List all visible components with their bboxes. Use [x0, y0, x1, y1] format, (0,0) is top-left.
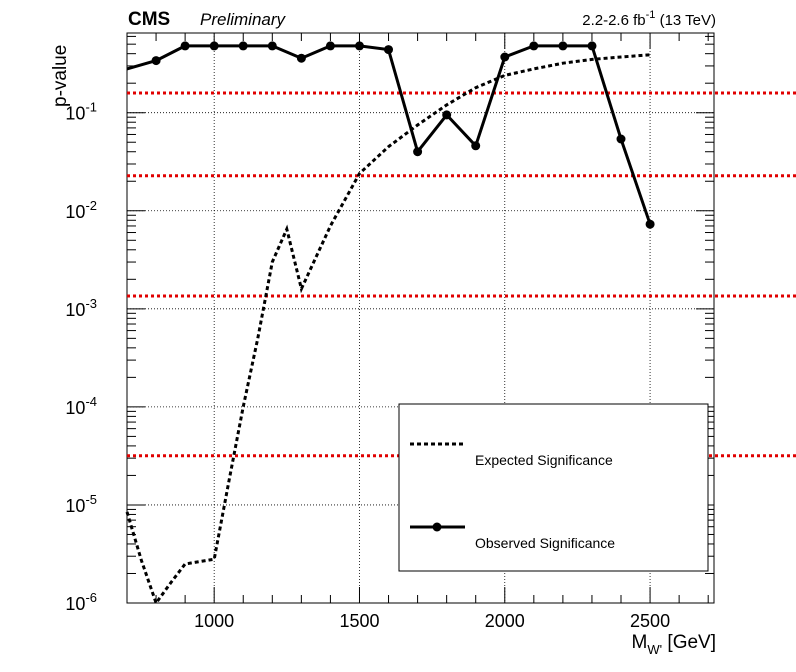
x-tick-label: 1500 [339, 611, 379, 631]
y-tick-label: 10-5 [65, 492, 97, 516]
y-tick-exponent: -3 [85, 296, 97, 311]
expected-significance-line [125, 53, 651, 607]
observed-point [645, 219, 655, 229]
data-series [125, 41, 655, 607]
observed-point [529, 41, 539, 51]
legend-box [398, 403, 709, 572]
observed-point [355, 41, 364, 51]
y-tick-label: 10-1 [65, 100, 97, 124]
y-tick-label: 10-2 [65, 198, 97, 222]
observed-point [442, 110, 452, 120]
luminosity-main: 2.2-2.6 fb [582, 12, 645, 29]
x-axis-title-main: M [632, 632, 648, 653]
y-tick-exponent: -4 [85, 394, 97, 409]
observed-point [238, 41, 248, 51]
y-tick-label: 10-6 [65, 590, 97, 614]
luminosity-label: 2.2-2.6 fb-1 (13 TeV) [582, 9, 716, 29]
observed-point [558, 41, 568, 51]
x-axis-title-unit: [GeV] [662, 632, 716, 653]
observed-point [413, 147, 423, 157]
y-tick-label: 10-3 [65, 296, 97, 320]
y-tick-mantissa: 10 [65, 496, 85, 516]
y-tick-exponent: -2 [85, 198, 97, 213]
y-tick-label: 10-4 [65, 394, 97, 418]
observed-point [209, 41, 219, 51]
y-tick-exponent: -6 [85, 590, 97, 605]
y-tick-mantissa: 10 [65, 104, 85, 124]
y-tick-mantissa: 10 [65, 202, 85, 222]
observed-point [616, 134, 626, 144]
luminosity-energy: (13 TeV) [655, 12, 716, 29]
sigma-lines [127, 91, 796, 458]
y-tick-mantissa: 10 [65, 594, 85, 614]
legend: Expected Significance Observed Significa… [398, 403, 709, 572]
status-label: Preliminary [200, 10, 287, 29]
y-tick-mantissa: 10 [65, 300, 85, 320]
x-tick-label: 2000 [485, 611, 525, 631]
x-tick-label: 1000 [194, 611, 234, 631]
experiment-label: CMS [128, 9, 170, 30]
observed-point [587, 41, 597, 51]
observed-point [180, 41, 190, 51]
observed-point [384, 45, 393, 55]
x-tick-label: 2500 [630, 611, 670, 631]
legend-expected-label: Expected Significance [475, 452, 613, 468]
observed-point [471, 141, 481, 151]
observed-point [296, 53, 306, 63]
observed-point [267, 41, 277, 51]
observed-significance-line [126, 44, 652, 225]
y-tick-mantissa: 10 [65, 398, 85, 418]
y-tick-exponent: -1 [85, 100, 97, 115]
luminosity-exponent: -1 [646, 9, 656, 21]
y-axis-title: p-value [50, 45, 71, 107]
observed-point [151, 56, 161, 66]
legend-observed-marker [432, 522, 442, 532]
x-axis-title: MW' [GeV] [632, 632, 716, 657]
legend-observed-label: Observed Significance [475, 535, 615, 551]
y-tick-exponent: -5 [85, 492, 97, 507]
observed-point [325, 41, 335, 51]
observed-point [500, 52, 510, 62]
x-axis-title-sub: W' [647, 642, 662, 657]
